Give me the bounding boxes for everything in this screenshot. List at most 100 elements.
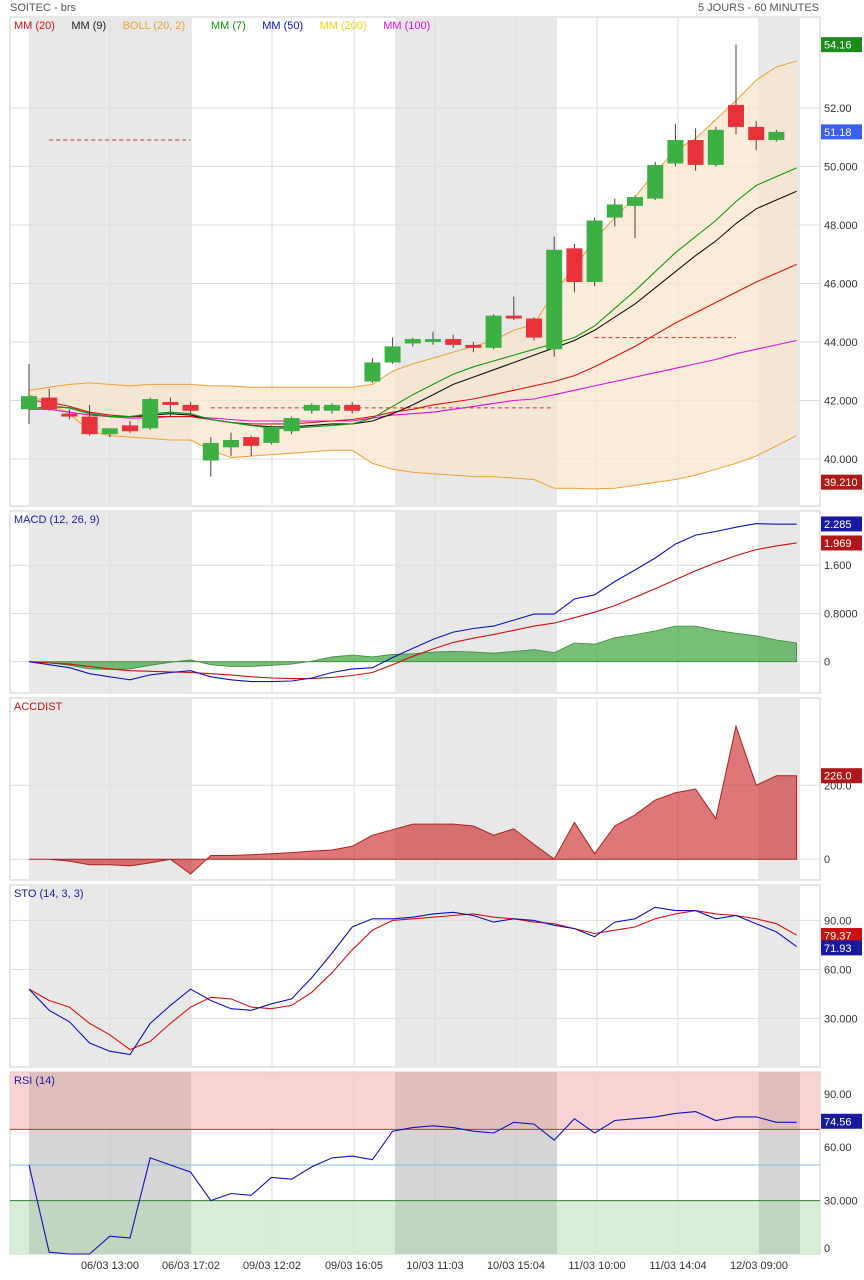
rsi-value-badge: 74.56	[821, 1113, 862, 1129]
candle-up	[667, 140, 684, 164]
candle-down	[465, 344, 482, 348]
y-tick-label: 90.00	[824, 1089, 852, 1101]
session-shade	[759, 1072, 800, 1254]
legend-item: MM (50)	[262, 20, 303, 32]
x-tick-label: 11/03 14:04	[649, 1260, 706, 1272]
session-shade	[29, 1072, 191, 1254]
x-tick-label: 11/03 10:00	[568, 1260, 625, 1272]
candle-down	[122, 425, 138, 432]
y-tick-label: 44.000	[824, 337, 858, 349]
candle-up	[707, 129, 724, 165]
macd-title: MACD (12, 26, 9)	[14, 514, 100, 526]
candle-up	[101, 428, 118, 435]
candle-up	[364, 362, 381, 382]
value-badge-bg	[821, 1113, 862, 1129]
chart-period: 5 JOURS - 60 MINUTES	[697, 2, 819, 14]
value-badge-bg	[821, 940, 862, 956]
value-badge-label: 1.969	[824, 538, 852, 550]
accdist-title: ACCDIST	[14, 701, 63, 713]
candle-down	[687, 140, 704, 165]
legend-item: MM (200)	[320, 20, 367, 32]
candles	[21, 44, 785, 477]
y-tick-label: 30.000	[824, 1196, 858, 1208]
y-tick-label: 1.600	[824, 560, 852, 572]
candle-down	[81, 416, 98, 435]
candle-up	[223, 440, 239, 448]
sto-d-value-badge: 79.37	[821, 927, 862, 943]
value-badge-label: 2.285	[824, 519, 852, 531]
candle-down	[344, 404, 361, 411]
y-tick-label: 52.00	[824, 103, 852, 115]
candle-up	[303, 404, 320, 411]
value-badge-label: 39.210	[824, 477, 858, 489]
session-shade	[759, 885, 800, 1067]
rsi-oversold-zone	[10, 1200, 820, 1254]
candle-down	[41, 397, 58, 410]
signal-value-badge: 1.969	[821, 535, 862, 551]
macd-histogram-area	[28, 625, 797, 670]
rsi-line	[28, 1111, 797, 1255]
candle-up	[404, 339, 421, 344]
candle-down	[526, 318, 542, 338]
x-tick-label: 12/03 09:00	[730, 1260, 788, 1272]
x-tick-label: 06/03 17:02	[162, 1260, 220, 1272]
rsi-title: RSI (14)	[14, 1075, 55, 1087]
sto-k-value-badge: 71.93	[821, 940, 862, 956]
macd-value-badge: 2.285	[821, 516, 862, 532]
x-tick-label: 06/03 13:00	[81, 1260, 139, 1272]
candle-down	[162, 401, 179, 405]
y-tick-label: 90.00	[824, 915, 852, 927]
y-tick-label: 60.00	[824, 1142, 852, 1154]
y-tick-label: 48.000	[824, 220, 858, 232]
candle-down	[728, 104, 744, 127]
value-badge-bg	[821, 927, 862, 943]
session-shade	[395, 1072, 557, 1254]
x-tick-label: 09/03 12:02	[243, 1260, 301, 1272]
rsi-overbought-zone	[10, 1072, 820, 1130]
candle-down	[182, 404, 199, 411]
price-value-badge: 54.16	[821, 37, 862, 53]
x-tick-label: 09/03 16:05	[325, 1260, 383, 1272]
candle-down	[243, 437, 260, 446]
candle-up	[384, 346, 401, 363]
y-tick-label: 40.000	[824, 454, 858, 466]
macd-signal-line	[28, 542, 797, 680]
candle-up	[606, 204, 623, 218]
value-badge-bg	[821, 768, 862, 784]
value-badge-bg	[821, 516, 862, 532]
legend-item: MM (100)	[383, 20, 430, 32]
value-badge-label: 226.0	[824, 771, 852, 783]
value-badge-bg	[821, 37, 862, 53]
candle-up	[485, 315, 502, 348]
candle-down	[566, 248, 583, 282]
accdist-value-badge: 226.0	[821, 768, 862, 784]
candle-down	[748, 126, 765, 141]
y-tick-label: 0.8000	[824, 608, 858, 620]
candle-up	[768, 131, 785, 141]
candle-up	[202, 442, 219, 461]
session-shade	[395, 511, 557, 693]
price-value-badge: 39.210	[821, 474, 862, 490]
macd-line	[28, 523, 797, 683]
y-tick-label: 50.000	[824, 161, 858, 173]
candle-up	[263, 426, 280, 443]
value-badge-bg	[821, 535, 862, 551]
candle-up	[283, 418, 300, 432]
session-shade	[395, 885, 557, 1067]
value-badge-label: 54.16	[824, 40, 852, 52]
sto-k-line	[28, 906, 797, 1056]
candle-up	[142, 399, 159, 429]
candle-down	[505, 315, 522, 319]
bollinger-lower-line	[28, 394, 797, 490]
value-badge-bg	[821, 124, 862, 140]
value-badge-bg	[821, 474, 862, 490]
bollinger-band-fill	[29, 61, 797, 489]
legend-item: BOLL (20, 2)	[123, 20, 186, 32]
y-tick-label: 200.0	[824, 780, 852, 792]
legend-item: MM (9)	[71, 20, 106, 32]
candle-up	[425, 339, 441, 342]
y-tick-label: 46.000	[824, 278, 858, 290]
value-badge-label: 51.18	[824, 127, 852, 139]
y-tick-label: 0	[824, 1243, 830, 1255]
